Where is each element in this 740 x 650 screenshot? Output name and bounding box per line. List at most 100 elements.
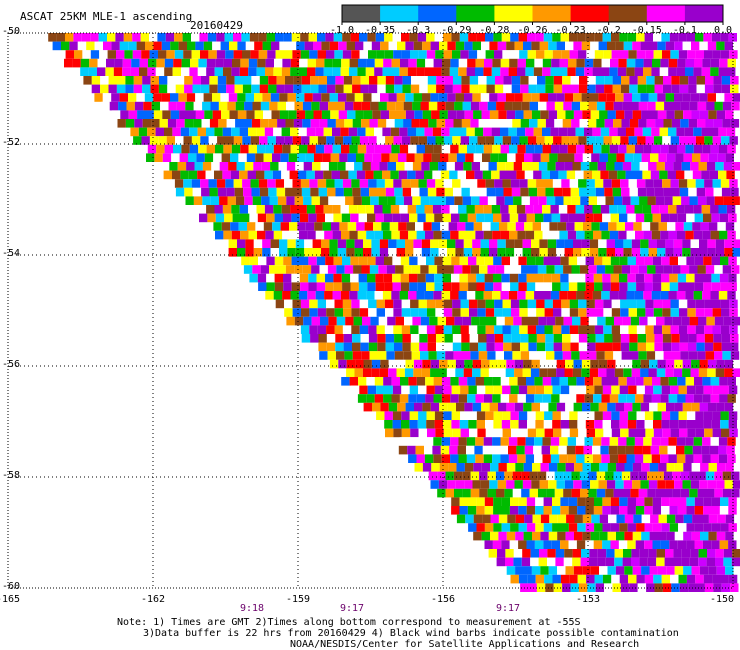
data-cell [596,351,605,360]
data-cell [418,50,427,59]
data-cell [443,325,453,334]
data-cell [575,445,584,455]
data-cell [374,291,383,300]
data-cell [569,299,579,309]
data-cell [417,213,426,223]
data-cell [497,248,506,257]
data-cell [662,50,671,59]
data-cell [249,213,258,223]
data-cell [598,248,607,257]
data-cell [186,162,195,171]
data-cell [164,58,174,68]
data-cell [472,239,481,248]
data-cell [637,187,647,197]
data-cell [500,230,509,240]
data-cell [699,41,708,51]
data-cell [340,291,350,300]
data-cell [559,58,568,68]
data-cell [398,222,407,231]
data-cell [648,239,657,248]
data-cell [485,33,494,42]
data-cell [644,497,653,506]
data-cell [575,205,585,214]
longitude-label: -150 [709,594,735,605]
data-cell [587,119,597,128]
data-cell [380,93,389,102]
data-cell [443,428,453,438]
data-cell [496,101,505,111]
data-cell [274,213,283,223]
data-cell [640,480,649,489]
data-cell [476,256,485,266]
data-cell [727,58,736,68]
data-cell [366,394,375,403]
data-cell [614,162,623,171]
data-cell [597,196,606,205]
data-cell [393,308,402,317]
data-cell [216,33,225,42]
data-cell [440,170,450,180]
data-cell [609,67,618,76]
data-cell [343,84,353,94]
data-cell [484,273,493,283]
data-cell [437,196,446,205]
data-cell [470,265,480,274]
data-cell [545,187,554,197]
data-cell [624,110,633,119]
data-cell [728,497,737,506]
data-cell [336,101,345,111]
data-cell [353,316,362,326]
data-cell [535,282,544,291]
data-cell [609,144,619,154]
data-cell [678,497,687,506]
data-cell [495,119,504,128]
data-cell [91,84,101,94]
data-cell [326,136,335,145]
data-cell [689,316,698,326]
data-cell [554,488,564,498]
data-cell [401,299,411,309]
data-cell [365,205,375,214]
data-cell [577,385,587,395]
data-cell [641,463,650,472]
data-cell [645,50,654,59]
data-cell [669,213,678,223]
data-cell [410,136,419,145]
data-cell [197,127,206,137]
data-cell [375,256,384,266]
data-cell [652,58,661,68]
data-cell [627,420,637,429]
data-cell [581,368,590,377]
data-cell [409,33,418,42]
data-cell [557,463,566,472]
data-cell [367,282,376,291]
data-cell [221,153,230,162]
data-cell [153,41,162,51]
data-cell [317,308,327,317]
data-cell [167,84,176,94]
data-cell [704,342,714,352]
data-cell [693,67,702,76]
data-cell [521,101,530,111]
data-cell [441,291,451,300]
data-cell [215,230,224,240]
data-cell [476,411,486,420]
data-cell [508,454,518,463]
data-cell [193,196,203,205]
data-cell [257,144,266,154]
data-cell [665,93,674,102]
data-cell [605,265,614,274]
data-cell [710,394,720,403]
data-cell [664,162,674,171]
data-cell [729,299,738,309]
data-cell [548,41,557,51]
data-cell [384,325,394,334]
data-cell [301,76,311,85]
data-cell [678,282,687,291]
data-cell [577,523,586,532]
data-cell [665,368,674,377]
data-cell [497,368,506,377]
data-cell [521,557,531,567]
data-cell [686,273,695,283]
data-cell [661,385,671,395]
